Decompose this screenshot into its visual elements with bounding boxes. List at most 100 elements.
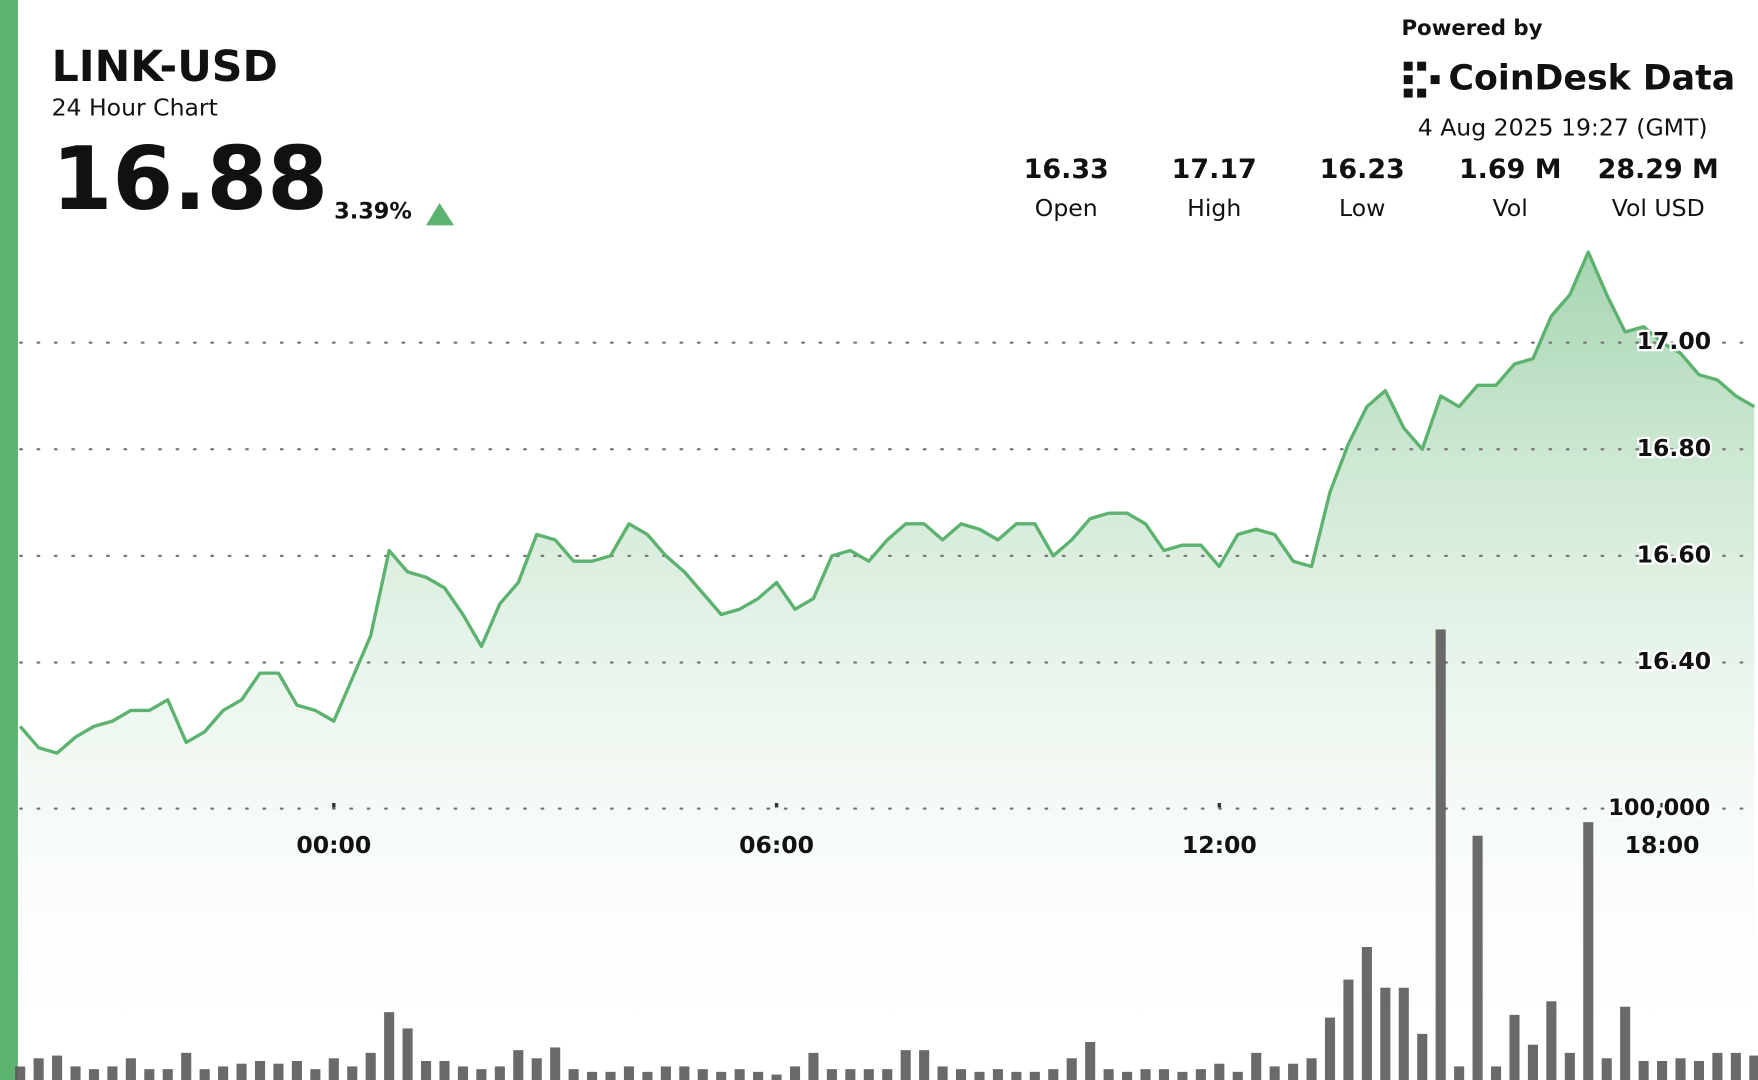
- stat-label: Low: [1339, 194, 1385, 222]
- volume-bar: [1048, 1069, 1059, 1080]
- volume-bar: [1251, 1052, 1262, 1080]
- accent-bar: [0, 0, 18, 1080]
- axis-labels: 16.40 16.60 16.80 17.00 100,000 00:00 06:00 12:…: [296, 325, 1713, 859]
- volume-bar: [1269, 1066, 1280, 1080]
- volume-bar: [1232, 1071, 1243, 1080]
- volume-bar: [1675, 1058, 1686, 1080]
- volume-bar: [33, 1058, 44, 1080]
- volume-bar: [181, 1052, 192, 1080]
- volume-bar: [236, 1063, 247, 1080]
- volume-bar: [587, 1071, 598, 1080]
- volume-bar: [1029, 1071, 1040, 1080]
- volume-bar: [273, 1063, 284, 1080]
- area-fill: [20, 252, 1755, 1080]
- stats: 16.33 Open 17.17 High 16.23 Low 1.69 M Vol 28.29…: [1024, 154, 1719, 222]
- volume-bar: [900, 1050, 911, 1080]
- x-tick-label: 18:00: [1625, 831, 1700, 859]
- volume-bar: [992, 1069, 1003, 1080]
- volume-bar: [291, 1061, 302, 1080]
- x-tick-label: 06:00: [739, 831, 814, 859]
- volume-bar: [107, 1066, 118, 1080]
- volume-bar: [623, 1066, 635, 1080]
- volume-bars: [15, 629, 1758, 1080]
- volume-bar: [1749, 1055, 1758, 1080]
- volume-bar: [1601, 1058, 1612, 1080]
- volume-bar: [310, 1069, 321, 1080]
- volume-bar: [15, 1066, 26, 1080]
- y-tick-label: 16.60: [1637, 540, 1711, 568]
- volume-bar: [384, 1012, 395, 1080]
- volume-bar: [125, 1058, 136, 1080]
- stat-value: 1.69 M: [1459, 154, 1562, 185]
- volume-bar: [1085, 1042, 1096, 1080]
- plot: 16.40 16.60 16.80 17.00 100,000 00:00 06:00 12:…: [15, 250, 1758, 1080]
- y-tick-label: 16.80: [1637, 434, 1711, 462]
- volume-bar: [1730, 1052, 1741, 1080]
- brand: CoinDesk Data: [1449, 59, 1736, 99]
- stat-value: 16.23: [1320, 154, 1405, 185]
- volume-bar: [476, 1069, 487, 1080]
- volume-bar: [1417, 1033, 1428, 1080]
- volume-bar: [420, 1061, 432, 1080]
- stat-label: High: [1187, 194, 1241, 222]
- volume-bar: [1306, 1058, 1317, 1080]
- volume-bar: [52, 1055, 63, 1080]
- volume-bar: [1011, 1071, 1022, 1080]
- volume-bar: [1158, 1069, 1170, 1080]
- volume-bar: [1657, 1061, 1668, 1080]
- volume-bar: [919, 1050, 930, 1080]
- logo: [1403, 61, 1440, 98]
- volume-bar: [642, 1071, 653, 1080]
- volume-bar: [845, 1069, 856, 1080]
- up-arrow: [426, 202, 455, 226]
- volume-bar: [1288, 1063, 1299, 1080]
- volume-bar: [863, 1069, 874, 1080]
- volume-bar: [365, 1052, 376, 1080]
- volume-bar: [531, 1058, 542, 1080]
- stat-value: 17.17: [1172, 154, 1257, 185]
- y2-tick-label: 100,000: [1608, 795, 1710, 821]
- volume-bar: [162, 1069, 173, 1080]
- volume-bar: [550, 1047, 561, 1080]
- volume-bar: [716, 1071, 727, 1080]
- volume-bar: [1546, 1001, 1557, 1080]
- volume-bar: [1620, 1006, 1631, 1080]
- volume-bar: [254, 1061, 266, 1080]
- volume-bar: [88, 1069, 100, 1080]
- x-tick-label: 12:00: [1182, 831, 1257, 859]
- stat-label: Open: [1035, 194, 1098, 222]
- volume-bar: [1638, 1061, 1649, 1080]
- stat-value: 16.33: [1024, 154, 1109, 185]
- volume-bar: [605, 1071, 616, 1080]
- volume-bar: [882, 1069, 893, 1080]
- volume-bar: [328, 1058, 339, 1080]
- volume-bar: [1472, 835, 1483, 1080]
- volume-bar: [402, 1028, 413, 1080]
- volume-bar: [1380, 987, 1391, 1080]
- volume-bar: [1712, 1052, 1723, 1080]
- volume-bar: [144, 1069, 155, 1080]
- volume-bar: [697, 1069, 708, 1080]
- stat-value: 28.29 M: [1598, 154, 1719, 185]
- volume-bar: [1435, 629, 1446, 1080]
- volume-bar: [808, 1052, 819, 1080]
- volume-bar: [1583, 822, 1594, 1080]
- volume-bar: [789, 1066, 801, 1080]
- volume-bar: [1177, 1071, 1188, 1080]
- line: [18, 250, 1756, 755]
- stat-label: Vol: [1493, 194, 1528, 222]
- volume-bar: [1490, 1066, 1502, 1080]
- volume-bar: [734, 1069, 745, 1080]
- price-line: [18, 250, 1756, 755]
- chart-subtitle: 24 Hour Chart: [52, 93, 218, 121]
- volume-bar: [1343, 979, 1354, 1080]
- volume-bar: [1122, 1071, 1133, 1080]
- volume-bar: [1324, 1017, 1336, 1080]
- volume-bar: [1361, 947, 1372, 1080]
- volume-bar: [457, 1066, 468, 1080]
- x-tick-label: 00:00: [296, 831, 371, 859]
- volume-bar: [1527, 1044, 1538, 1080]
- price: 16.88: [52, 128, 329, 230]
